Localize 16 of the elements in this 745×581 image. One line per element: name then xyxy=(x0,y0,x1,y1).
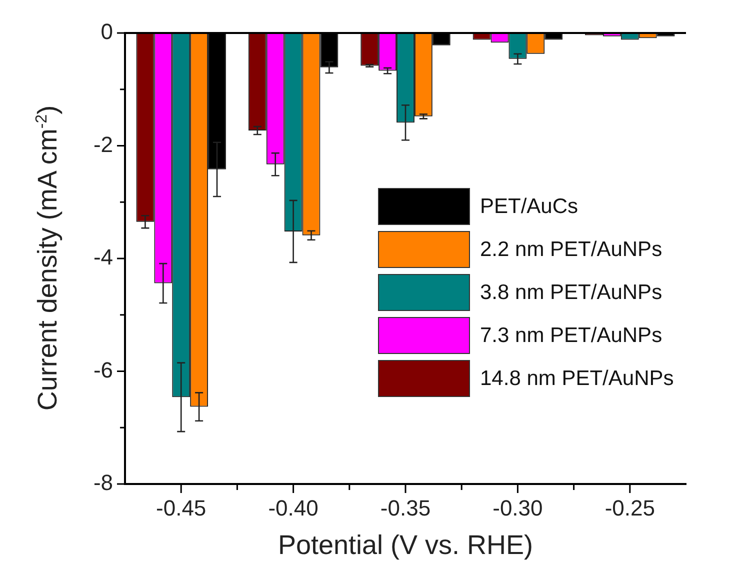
y-tick-label: -4 xyxy=(93,244,113,270)
legend-label: PET/AuCs xyxy=(480,194,578,218)
y-tick-label: -8 xyxy=(93,470,113,496)
legend-label: 14.8 nm PET/AuNPs xyxy=(480,366,674,390)
x-tick-label: -0.25 xyxy=(604,495,655,520)
x-tick-label: -0.30 xyxy=(492,495,543,520)
y-tick-label: -2 xyxy=(93,132,113,157)
y-tick-label: 0 xyxy=(100,19,113,44)
x-axis-title: Potential (V vs. RHE) xyxy=(276,530,534,561)
legend-label: 3.8 nm PET/AuNPs xyxy=(480,280,662,304)
x-tick-label: -0.35 xyxy=(380,495,431,520)
x-tick-label: -0.40 xyxy=(268,495,318,520)
x-tick-label: -0.45 xyxy=(156,495,206,520)
y-tick-label: -6 xyxy=(93,357,113,382)
legend-label: 7.3 nm PET/AuNPs xyxy=(480,324,662,348)
legend-label: 2.2 nm PET/AuNPs xyxy=(480,238,662,262)
